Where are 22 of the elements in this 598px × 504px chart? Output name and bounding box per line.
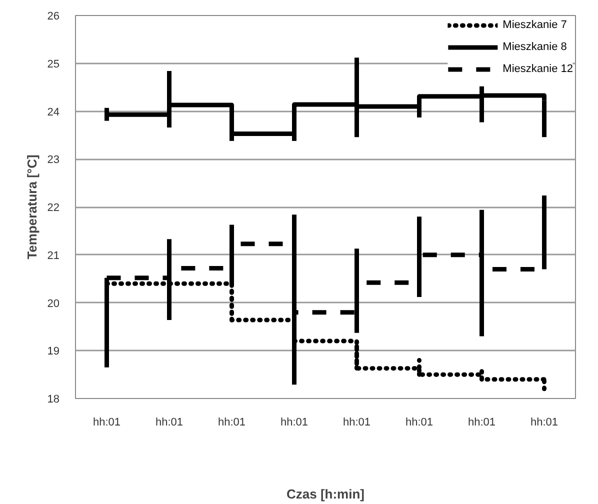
- y-tick-label: 20: [47, 298, 60, 310]
- y-tick-label: 23: [47, 154, 60, 166]
- y-tick-label: 19: [47, 346, 60, 358]
- x-tick-label: hh:01: [280, 416, 308, 428]
- legend-label: Mieszkanie 7: [502, 18, 567, 32]
- x-tick-label: hh:01: [218, 416, 246, 428]
- x-tick-label: hh:01: [92, 416, 121, 428]
- x-tick-label: hh:01: [155, 416, 184, 428]
- y-tick-label: 21: [47, 250, 60, 262]
- x-tick-label: hh:01: [342, 416, 371, 428]
- y-tick-label: 22: [47, 202, 60, 214]
- y-tick-label: 24: [47, 106, 60, 118]
- legend-label: Mieszkanie 8: [502, 40, 567, 54]
- x-tick-label: hh:01: [530, 416, 558, 428]
- y-tick-label: 25: [47, 58, 60, 70]
- x-tick-label: hh:01: [405, 416, 434, 428]
- x-axis-title: Czas [h:min]: [286, 486, 364, 502]
- y-tick-label: 18: [47, 394, 60, 406]
- legend-label: Mieszkanie 12: [502, 62, 573, 76]
- x-tick-label: hh:01: [468, 416, 496, 428]
- y-axis-title: Temperatura [°C]: [24, 154, 40, 260]
- y-tick-label: 26: [47, 10, 60, 22]
